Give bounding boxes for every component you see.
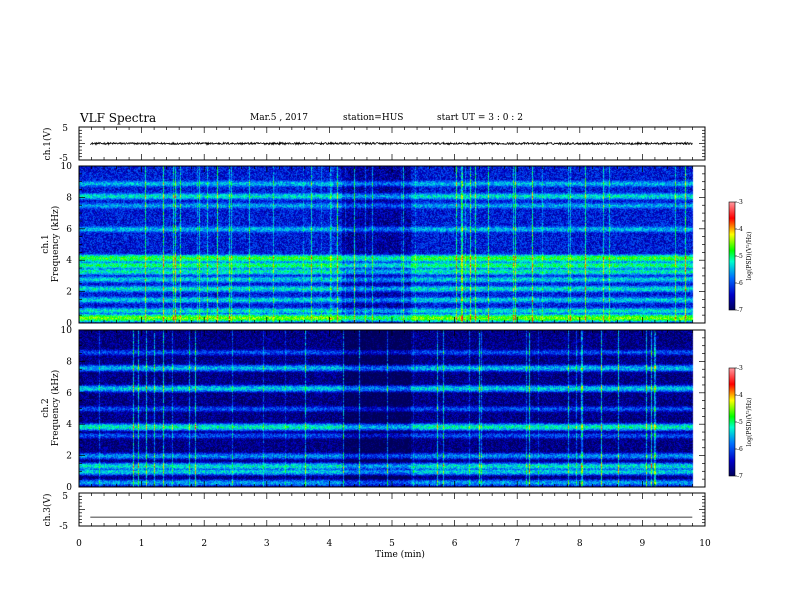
ch2-spec-ytick: 4 (66, 420, 72, 430)
time-tick: 1 (139, 539, 145, 549)
ch2-colorbar-tick: -4 (737, 392, 743, 399)
ch1-colorbar-tick: -3 (737, 199, 743, 206)
ch1-waveform-trace (90, 141, 693, 146)
ch1-spec-ylabel-channel: ch.1 (41, 234, 51, 253)
ch3-ytick-top: 5 (62, 492, 68, 502)
ch1-spec-ytick: 0 (66, 319, 72, 329)
ch2-spec-ytick: 8 (66, 357, 72, 367)
ch1-spec-ytick: 4 (66, 256, 72, 266)
chart-title: VLF Spectra (80, 111, 157, 125)
ch1-axis-ticks (78, 126, 706, 161)
ch1-ytick-top: 5 (62, 124, 68, 134)
ch1-spec-ytick: 2 (66, 288, 72, 298)
ch2-spec-ytick: 6 (66, 389, 72, 399)
ch2-colorbar-ticks (735, 367, 737, 477)
ch1-colorbar-tick: -7 (737, 307, 743, 314)
ch2-colorbar-tick: -6 (737, 446, 743, 453)
ch2-colorbar-tick: -3 (737, 365, 743, 372)
ch2-spec-ytick: 0 (66, 483, 72, 493)
ch1-spec-ytick: 8 (66, 193, 72, 203)
ch3-axis-ticks (78, 492, 706, 527)
ch3-ylabel: ch.3(V) (42, 494, 53, 527)
ch2-spec-ytick: 10 (61, 326, 73, 336)
ch2-spec-ytick: 2 (66, 452, 72, 462)
time-axis-label: Time (min) (375, 549, 425, 560)
ch1-colorbar-tick: -5 (737, 253, 743, 260)
ch2-colorbar: -3 -4 -5 -6 -7 log(PSD)(V²/Hz) (728, 365, 753, 480)
ch3-waveform-panel: 5 -5 ch.3(V) 0 1 2 3 4 5 6 7 8 9 10 Time… (42, 492, 711, 560)
ch2-spec-ylabel-frequency: Frequency (kHz) (50, 370, 61, 447)
time-tick: 7 (514, 539, 520, 549)
ch1-colorbar-ticks (735, 201, 737, 311)
ch2-spectrogram-panel: 0 2 4 6 8 10 ch.2 Frequency (kHz) (41, 326, 706, 493)
ch2-colorbar-tick: -5 (737, 419, 743, 426)
ch2-spec-axis-ticks (78, 329, 706, 488)
ch1-colorbar: -3 -4 -5 -6 -7 log(PSD)(V²/Hz) (728, 199, 753, 314)
ch1-spec-ytick: 10 (61, 162, 73, 172)
time-tick: 5 (389, 539, 395, 549)
ch1-ylabel: ch.1(V) (42, 128, 53, 161)
ch2-spectrogram-image (79, 330, 705, 487)
ch1-spec-ytick: 6 (66, 225, 72, 235)
ch1-waveform-panel: 5 -5 ch.1(V) (42, 124, 706, 164)
ch1-colorbar-label: log(PSD)(V²/Hz) (746, 232, 753, 281)
time-tick: 6 (452, 539, 458, 549)
time-tick: 10 (699, 539, 711, 549)
ch2-spec-ytick-labels: 0 2 4 6 8 10 (61, 326, 73, 493)
time-tick: 4 (327, 539, 333, 549)
time-tick: 2 (201, 539, 207, 549)
start-time-label: start UT = 3 : 0 : 2 (437, 113, 523, 123)
ch1-spectrogram-panel: 0 2 4 6 8 10 ch.1 Frequency (kHz) (41, 162, 706, 329)
date-label: Mar.5 , 2017 (250, 113, 308, 123)
ch1-spec-ytick-labels: 0 2 4 6 8 10 (61, 162, 73, 329)
time-tick: 9 (640, 539, 646, 549)
ch1-spec-ylabel-frequency: Frequency (kHz) (50, 206, 61, 283)
ch2-spec-ylabel-channel: ch.2 (41, 398, 51, 417)
ch1-ytick-bottom: -5 (59, 154, 68, 164)
time-axis-tick-labels: 0 1 2 3 4 5 6 7 8 9 10 (76, 539, 711, 549)
time-tick: 3 (264, 539, 270, 549)
ch3-ytick-bottom: -5 (59, 522, 68, 532)
ch1-colorbar-tick: -6 (737, 280, 743, 287)
station-label: station=HUS (343, 113, 404, 123)
time-tick: 0 (76, 539, 82, 549)
ch2-colorbar-tick: -7 (737, 473, 743, 480)
ch1-colorbar-tick: -4 (737, 226, 743, 233)
ch2-colorbar-label: log(PSD)(V²/Hz) (746, 398, 753, 447)
ch1-spectrogram-image (79, 166, 705, 323)
waveform-line (90, 141, 693, 146)
ch1-spec-axis-ticks (78, 165, 706, 324)
time-tick: 8 (577, 539, 583, 549)
